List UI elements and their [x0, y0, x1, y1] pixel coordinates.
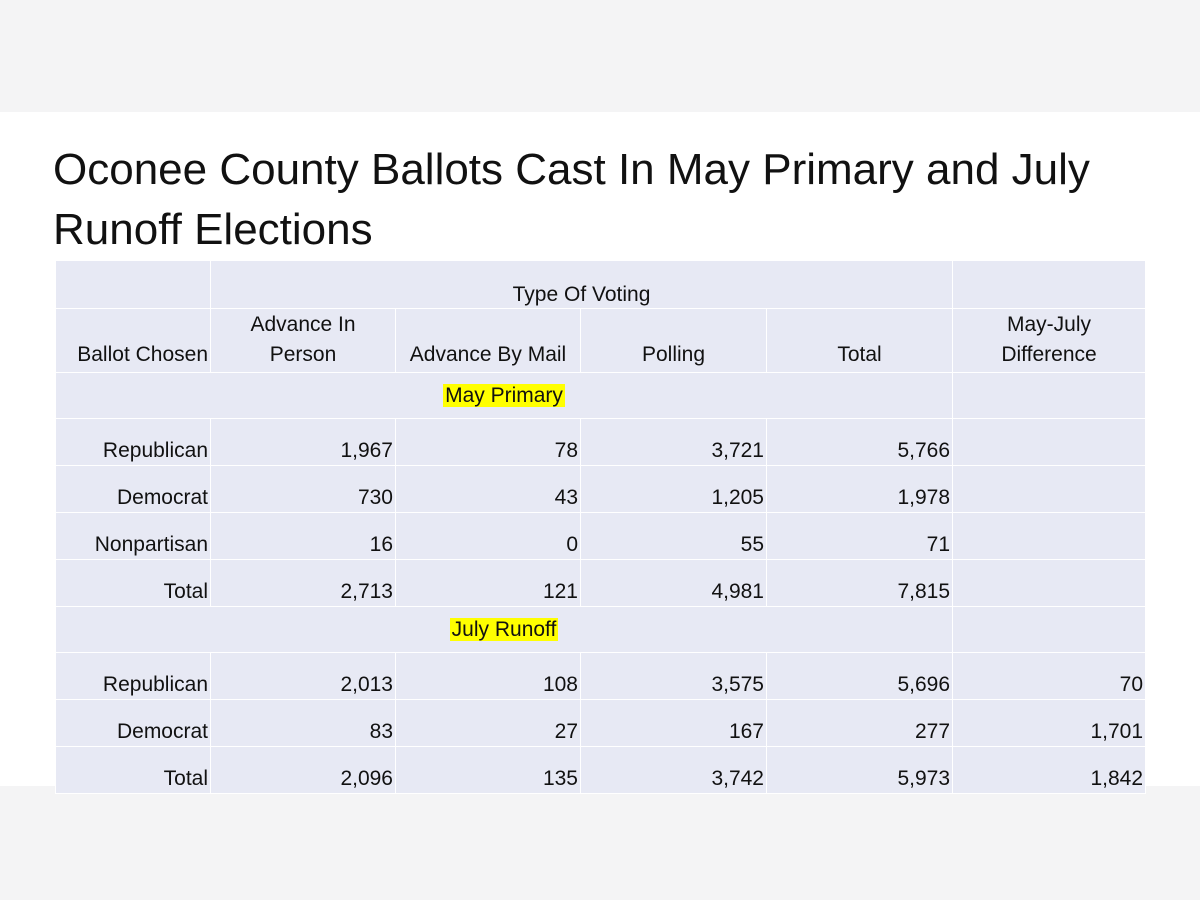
in-person-cell: 2,713 — [210, 559, 396, 607]
empty-cell — [952, 260, 1147, 309]
in-person-cell: 2,096 — [210, 746, 396, 794]
slide: Oconee County Ballots Cast In May Primar… — [0, 112, 1200, 794]
polling-cell: 3,742 — [580, 746, 767, 794]
table-row: Nonpartisan 16 0 55 71 — [55, 512, 1147, 560]
mail-cell: 78 — [395, 418, 581, 466]
total-cell: 7,815 — [765, 559, 954, 607]
mail-cell: 0 — [395, 512, 581, 560]
polling-cell: 167 — [580, 699, 767, 747]
advance-in-person-header: Advance In Person — [210, 308, 396, 373]
difference-cell: 1,842 — [952, 746, 1147, 794]
ballot-cell: Total — [55, 559, 211, 607]
ballot-cell: Democrat — [55, 465, 211, 513]
in-person-cell: 1,967 — [210, 418, 396, 466]
ballot-cell: Republican — [55, 418, 211, 466]
section-row-may-primary: May Primary — [54, 372, 1147, 419]
section-label-cell: May Primary — [54, 372, 954, 419]
total-cell: 5,696 — [765, 652, 954, 700]
difference-cell: 70 — [952, 652, 1147, 700]
ballot-cell: Republican — [55, 652, 211, 700]
group-header-row: Type Of Voting — [55, 260, 1147, 309]
table-row: Republican 2,013 108 3,575 5,696 70 — [55, 652, 1147, 700]
difference-cell — [952, 465, 1147, 513]
table-row: Total 2,096 135 3,742 5,973 1,842 — [55, 746, 1147, 794]
table-row: Republican 1,967 78 3,721 5,766 — [55, 418, 1147, 466]
mail-cell: 27 — [395, 699, 581, 747]
slide-title: Oconee County Ballots Cast In May Primar… — [53, 145, 1090, 254]
ballot-cell: Total — [55, 746, 211, 794]
section-label-may-primary: May Primary — [443, 383, 565, 407]
ballot-chosen-header: Ballot Chosen — [55, 308, 211, 373]
polling-cell: 3,721 — [580, 418, 767, 466]
polling-cell: 3,575 — [580, 652, 767, 700]
polling-header: Polling — [580, 308, 767, 373]
type-of-voting-header: Type Of Voting — [209, 260, 954, 309]
difference-header: May-July Difference — [952, 308, 1147, 373]
mail-cell: 135 — [395, 746, 581, 794]
ballot-cell: Democrat — [55, 699, 211, 747]
difference-cell — [952, 559, 1147, 607]
section-label-july-runoff: July Runoff — [449, 617, 559, 641]
polling-cell: 55 — [580, 512, 767, 560]
empty-cell — [55, 260, 211, 309]
total-cell: 1,978 — [765, 465, 954, 513]
column-header-row: Ballot Chosen Advance In Person Advance B… — [55, 308, 1147, 373]
table-row: Democrat 83 27 167 277 1,701 — [55, 699, 1147, 747]
difference-cell — [952, 512, 1147, 560]
mail-cell: 121 — [395, 559, 581, 607]
total-cell: 277 — [765, 699, 954, 747]
table-row: Democrat 730 43 1,205 1,978 — [55, 465, 1147, 513]
difference-cell: 1,701 — [952, 699, 1147, 747]
mail-cell: 108 — [395, 652, 581, 700]
empty-cell — [952, 606, 1147, 653]
total-cell: 5,766 — [765, 418, 954, 466]
in-person-cell: 16 — [210, 512, 396, 560]
in-person-cell: 2,013 — [210, 652, 396, 700]
total-cell: 71 — [765, 512, 954, 560]
total-cell: 5,973 — [765, 746, 954, 794]
empty-cell — [952, 372, 1147, 419]
polling-cell: 4,981 — [580, 559, 767, 607]
section-row-july-runoff: July Runoff — [54, 606, 1147, 653]
mail-cell: 43 — [395, 465, 581, 513]
table-row: Total 2,713 121 4,981 7,815 — [55, 559, 1147, 607]
advance-by-mail-header: Advance By Mail — [395, 308, 581, 373]
ballots-table: Type Of Voting Ballot Chosen Advance In P… — [54, 260, 1147, 794]
in-person-cell: 83 — [210, 699, 396, 747]
polling-cell: 1,205 — [580, 465, 767, 513]
ballot-cell: Nonpartisan — [55, 512, 211, 560]
in-person-cell: 730 — [210, 465, 396, 513]
total-header: Total — [765, 308, 954, 373]
difference-cell — [952, 418, 1147, 466]
section-label-cell: July Runoff — [54, 606, 954, 653]
